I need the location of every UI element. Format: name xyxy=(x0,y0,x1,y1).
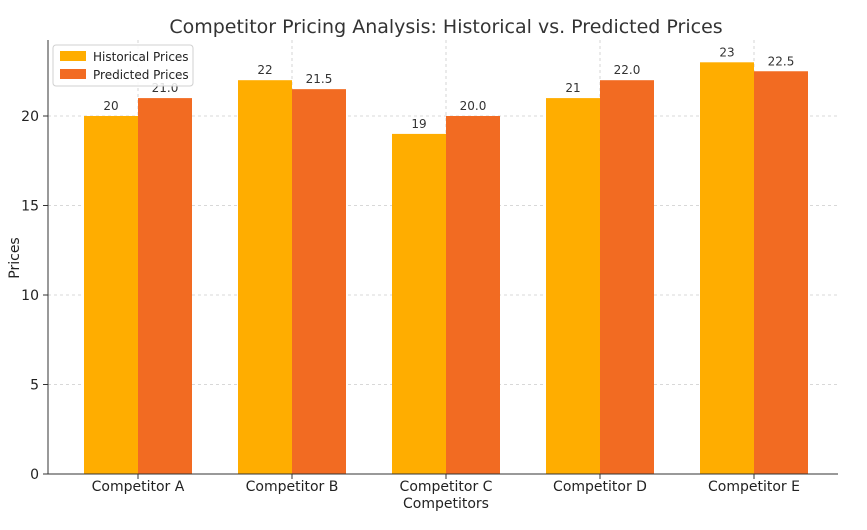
y-tick-label: 20 xyxy=(21,109,39,125)
legend-label-historical: Historical Prices xyxy=(93,50,189,64)
y-tick-label: 15 xyxy=(21,199,39,215)
historical-price-bar xyxy=(238,80,292,474)
predicted-price-bar xyxy=(292,89,346,475)
x-tick-label: Competitor C xyxy=(400,479,493,495)
x-axis-label: Competitors xyxy=(403,496,489,512)
historical-price-bar xyxy=(546,98,600,474)
legend-swatch-historical xyxy=(60,51,86,61)
axes-layer: 0 5 10 15 20 Competitor A Competitor B Competit… xyxy=(21,40,838,495)
x-tick-label: Competitor D xyxy=(553,479,647,495)
historical-price-label: 21 xyxy=(565,81,580,95)
legend-swatch-predicted xyxy=(60,69,86,79)
predicted-price-bar xyxy=(600,80,654,474)
legend-box xyxy=(52,44,194,87)
legend: Historical Prices Predicted Prices xyxy=(52,44,194,87)
historical-price-bar xyxy=(700,62,754,475)
historical-price-label: 22 xyxy=(257,63,272,77)
predicted-price-bar xyxy=(138,98,192,474)
predicted-price-label: 22.5 xyxy=(768,54,795,68)
x-tick-label: Competitor B xyxy=(246,479,339,495)
chart-title: Competitor Pricing Analysis: Historical … xyxy=(169,16,722,38)
y-tick-label: 10 xyxy=(21,288,39,304)
bars-layer xyxy=(84,62,808,475)
legend-label-predicted: Predicted Prices xyxy=(93,68,189,82)
y-tick-label: 0 xyxy=(30,467,39,483)
historical-price-label: 20 xyxy=(103,99,118,113)
predicted-price-label: 22.0 xyxy=(614,63,641,77)
predicted-price-label: 20.0 xyxy=(460,99,487,113)
x-tick-label: Competitor A xyxy=(92,479,185,495)
predicted-price-bar xyxy=(446,116,500,474)
historical-price-bar xyxy=(392,133,446,474)
predicted-price-label: 21.5 xyxy=(306,72,333,86)
x-tick-label: Competitor E xyxy=(708,479,800,495)
historical-price-bar xyxy=(84,116,138,474)
y-tick-label: 5 xyxy=(30,378,39,394)
y-axis-label: Prices xyxy=(7,237,23,278)
historical-price-label: 19 xyxy=(411,117,426,131)
predicted-price-bar xyxy=(754,71,808,474)
historical-price-label: 23 xyxy=(719,45,734,59)
